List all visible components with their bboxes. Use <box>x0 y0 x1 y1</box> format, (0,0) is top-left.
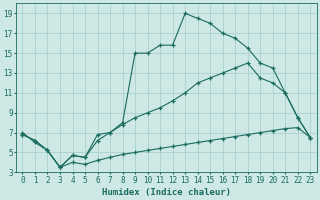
X-axis label: Humidex (Indice chaleur): Humidex (Indice chaleur) <box>102 188 231 197</box>
